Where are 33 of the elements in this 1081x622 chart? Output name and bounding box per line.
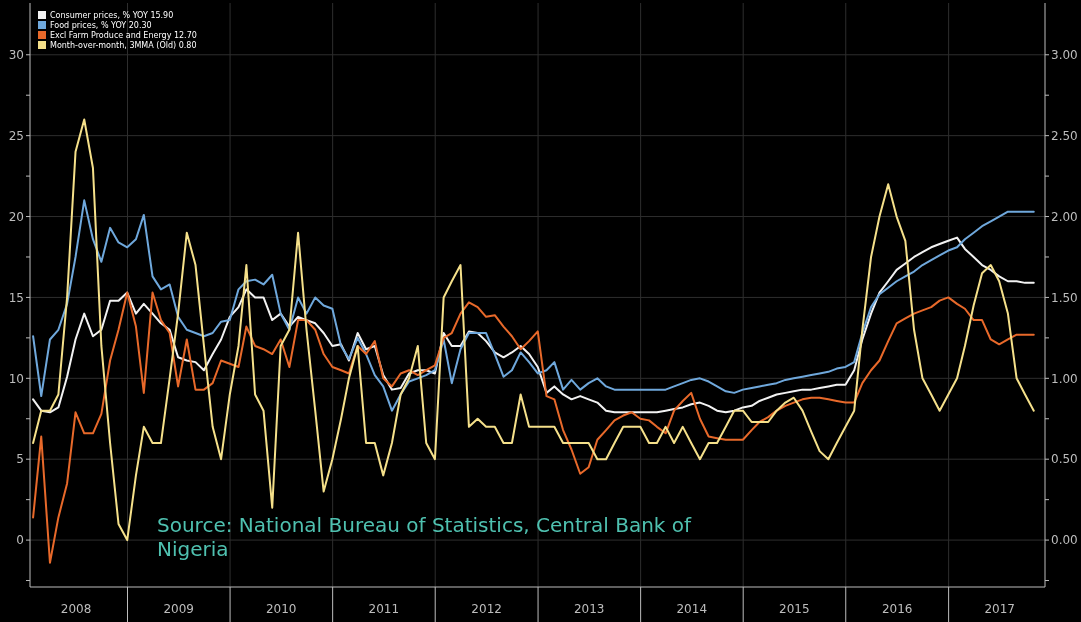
x-tick-label: 2011	[368, 602, 400, 616]
y2-tick-label: 2.00	[1051, 209, 1078, 224]
y2-tick-label: 2.50	[1051, 128, 1078, 143]
y2-tick-label: 0.50	[1051, 452, 1078, 467]
x-tick-label: 2016	[881, 602, 913, 616]
x-tick-label: 2012	[471, 602, 502, 616]
y2-tick-label: 0.00	[1051, 533, 1078, 548]
y2-tick-label: 1.50	[1051, 290, 1078, 305]
y2-tick-label: 3.00	[1051, 47, 1078, 62]
x-tick-label: 2008	[60, 602, 92, 616]
x-tick-label: 2010	[265, 602, 297, 616]
x-tick-label: 2009	[163, 602, 194, 616]
y-tick-label: 10	[8, 371, 24, 386]
y-tick-label: 15	[8, 290, 24, 305]
annotation: Source: National Bureau of Statistics, Central Bank of Nigeria	[157, 513, 693, 561]
x-tick-label: 2014	[676, 602, 708, 616]
line-series	[32, 118, 1035, 542]
legend-label: Food prices, % YOY 20.30	[50, 21, 152, 30]
y-tick-label: 25	[8, 128, 24, 143]
y2-tick-label: 1.00	[1051, 371, 1078, 386]
y-tick-label: 20	[8, 209, 24, 224]
line-series	[32, 199, 1035, 412]
legend-label: Excl Farm Produce and Energy 12.70	[50, 31, 197, 40]
line-series	[32, 291, 1035, 564]
y-tick-label: 5	[16, 452, 24, 467]
line-series	[32, 236, 1035, 414]
y-tick-label: 30	[8, 47, 24, 62]
legend-label: Month-over-month, 3MMA (Old) 0.80	[50, 41, 197, 50]
legend-label: Consumer prices, % YOY 15.90	[50, 11, 174, 20]
x-tick-label: 2017	[984, 602, 1016, 616]
x-tick-label: 2015	[779, 602, 810, 616]
x-tick-label: 2013	[573, 602, 605, 616]
y-tick-label: 0	[16, 533, 24, 548]
